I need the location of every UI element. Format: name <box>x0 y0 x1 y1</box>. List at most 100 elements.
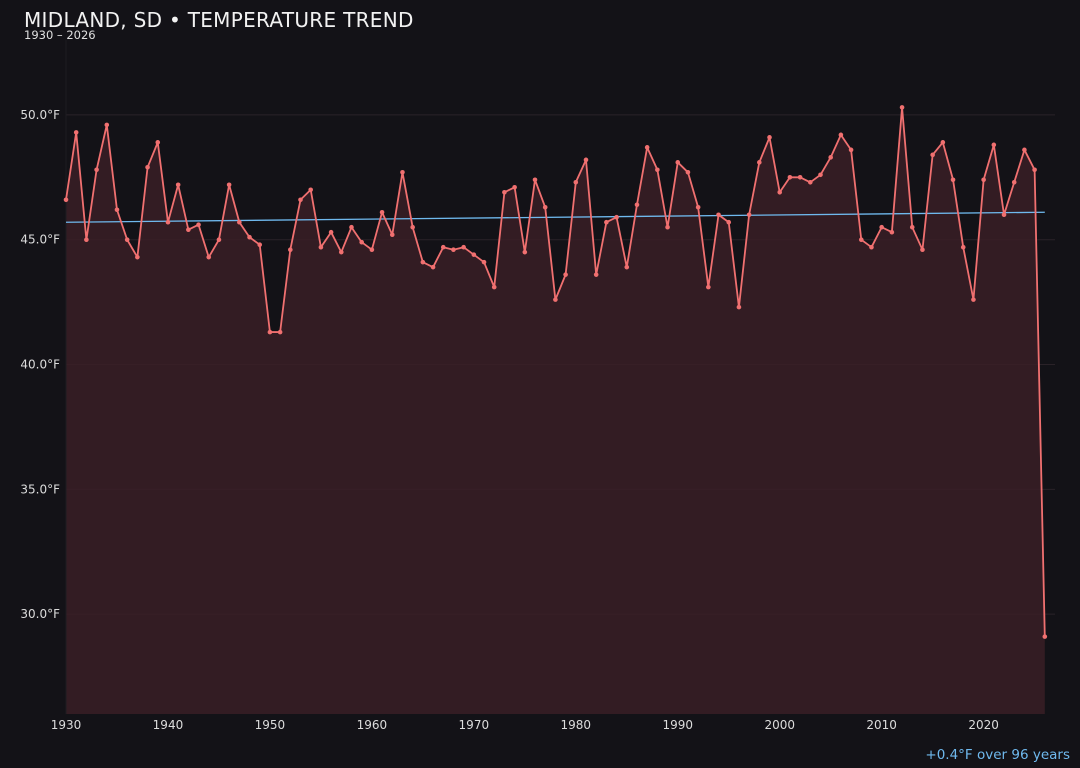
y-tick-labels: 30.0°F 35.0°F 40.0°F 45.0°F 50.0°F <box>20 108 60 621</box>
data-point <box>920 247 925 252</box>
data-point <box>624 264 630 270</box>
data-point <box>583 157 589 163</box>
data-point <box>94 167 99 173</box>
data-point <box>226 182 232 188</box>
x-tick-label: 1940 <box>153 718 184 732</box>
trend-summary: +0.4°F over 96 years <box>925 747 1070 763</box>
data-point <box>114 207 120 213</box>
data-point <box>757 160 762 165</box>
data-point <box>491 284 497 290</box>
data-point <box>940 140 946 145</box>
x-tick-label: 1950 <box>255 718 286 732</box>
data-point <box>899 105 905 110</box>
data-point <box>84 237 89 243</box>
data-point <box>991 142 997 148</box>
data-point <box>777 189 783 195</box>
data-point <box>288 247 293 252</box>
x-tick-label: 2000 <box>764 718 795 732</box>
data-point <box>369 247 375 252</box>
data-point <box>716 212 721 218</box>
data-point <box>410 224 415 230</box>
data-point <box>338 249 344 255</box>
data-point <box>420 259 426 265</box>
data-point <box>736 304 742 310</box>
data-point <box>461 244 466 250</box>
data-point <box>145 165 150 170</box>
data-point <box>797 174 803 180</box>
data-point <box>950 177 956 183</box>
data-point <box>869 244 874 250</box>
data-point <box>349 224 354 230</box>
data-point <box>726 219 732 225</box>
data-points <box>63 105 1048 639</box>
y-tick-label: 50.0°F <box>20 108 60 122</box>
data-point <box>400 170 405 175</box>
data-point <box>430 264 436 270</box>
y-tick-label: 30.0°F <box>20 607 60 621</box>
chart-subtitle: 1930 – 2026 <box>24 28 96 42</box>
data-point <box>1001 212 1007 218</box>
data-point <box>706 284 711 290</box>
data-point <box>512 184 517 190</box>
data-point <box>267 329 273 335</box>
data-point <box>165 219 171 225</box>
data-point <box>389 232 395 238</box>
chart-title: MIDLAND, SD • TEMPERATURE TREND <box>24 8 414 32</box>
data-point <box>971 297 976 302</box>
data-point <box>502 189 507 195</box>
data-point <box>522 249 528 255</box>
x-tick-label: 1960 <box>357 718 388 732</box>
data-point <box>135 254 140 260</box>
data-point <box>175 182 181 188</box>
data-point <box>73 130 79 135</box>
x-tick-label: 2020 <box>968 718 999 732</box>
x-tick-label: 1970 <box>459 718 490 732</box>
data-point <box>532 177 538 183</box>
data-point <box>818 172 823 178</box>
data-point <box>206 254 212 260</box>
data-point <box>644 145 650 150</box>
x-tick-label: 1930 <box>51 718 82 732</box>
data-point <box>277 329 283 335</box>
data-point <box>767 135 772 140</box>
data-point <box>746 212 752 218</box>
data-point <box>695 204 701 210</box>
data-point <box>685 170 691 175</box>
data-point <box>634 202 640 208</box>
data-point <box>604 219 609 225</box>
data-point <box>838 132 844 138</box>
data-point <box>563 272 568 277</box>
data-point <box>328 229 334 235</box>
y-tick-label: 45.0°F <box>20 233 60 247</box>
data-point <box>318 244 324 250</box>
data-point <box>440 244 446 250</box>
data-point <box>124 237 130 243</box>
data-point <box>1032 167 1037 173</box>
data-point <box>981 177 986 183</box>
data-point <box>828 155 833 160</box>
data-point <box>960 244 966 250</box>
data-point <box>1011 179 1017 185</box>
data-point <box>257 242 263 247</box>
data-point <box>879 224 884 230</box>
x-tick-labels: 1930 1940 1950 1960 1970 1980 1990 2000 2010 2020 <box>51 718 999 732</box>
data-point <box>807 179 813 185</box>
data-point <box>104 122 110 128</box>
data-point <box>889 229 895 235</box>
data-point <box>471 252 477 257</box>
data-point <box>787 174 793 180</box>
data-point <box>1022 147 1027 153</box>
data-point <box>247 234 252 240</box>
data-point <box>308 187 314 193</box>
data-point <box>359 239 364 245</box>
x-tick-label: 2010 <box>866 718 897 732</box>
data-point <box>675 160 681 165</box>
data-point <box>614 214 619 220</box>
data-point <box>542 204 548 210</box>
y-tick-label: 40.0°F <box>20 358 60 372</box>
data-point <box>298 197 303 203</box>
data-point <box>909 224 915 230</box>
x-tick-label: 1990 <box>662 718 693 732</box>
data-point <box>1042 634 1048 639</box>
